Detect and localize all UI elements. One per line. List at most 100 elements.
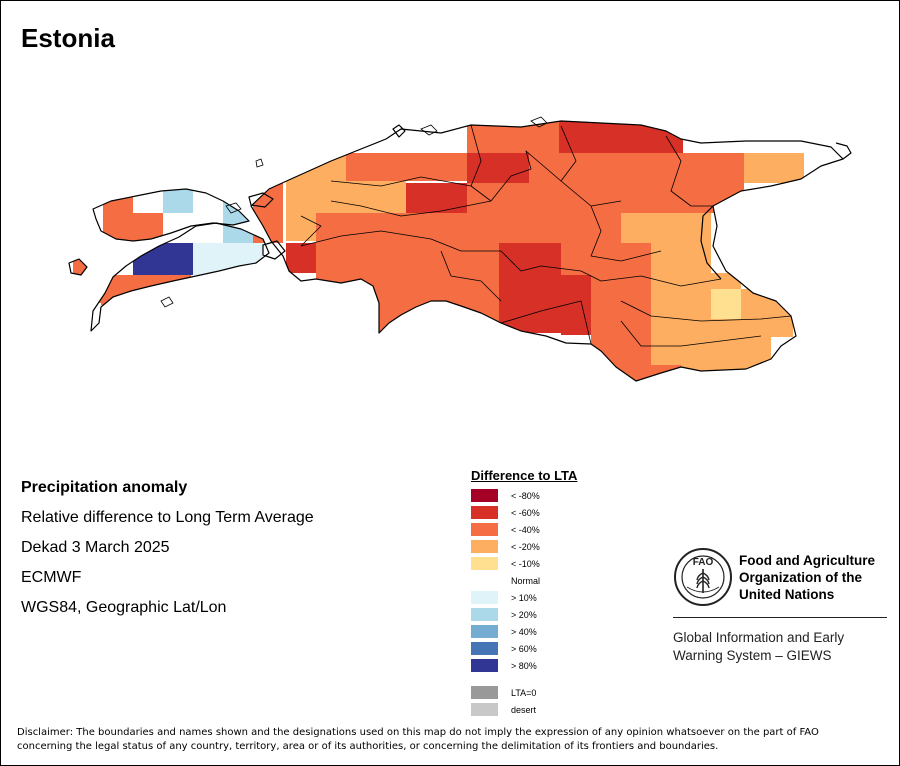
map-title: Estonia	[21, 23, 115, 53]
legend-swatch	[471, 642, 498, 655]
legend-other-group: LTA=0 desert	[471, 684, 651, 718]
legend-row-wet-2: > 20%	[471, 606, 651, 623]
anomaly-cell	[621, 333, 651, 365]
anomaly-cell	[621, 213, 711, 243]
ruhnu-outline	[68, 258, 88, 276]
anomaly-grid	[73, 121, 804, 381]
giews-line1: Global Information and Early	[673, 630, 845, 645]
map-info: Precipitation anomaly Relative differenc…	[21, 473, 314, 623]
anomaly-cell	[406, 183, 467, 213]
fao-name-line2: Organization of the	[739, 570, 862, 585]
county-line-harju-south	[330, 176, 472, 187]
legend-swatch	[471, 591, 498, 604]
legend-dry-group: < -80% < -60% < -40% < -20% < -10%	[471, 487, 651, 572]
anomaly-cell	[346, 181, 406, 213]
legend-row-dry-4: < -20%	[471, 538, 651, 555]
disclaimer: Disclaimer: The boundaries and names sho…	[17, 726, 887, 754]
legend: Difference to LTA < -80% < -60% < -40% < -2…	[471, 468, 651, 718]
coast-islets	[160, 116, 548, 308]
disclaimer-line2: concerning the legal status of any count…	[17, 741, 719, 752]
legend-label: > 40%	[511, 627, 537, 637]
anomaly-cell	[559, 121, 683, 153]
legend-wet-group: > 10% > 20% > 40% > 60% > 80%	[471, 589, 651, 674]
peipus-shore	[700, 205, 722, 280]
anomaly-cell	[621, 365, 681, 381]
legend-row-dry-1: < -80%	[471, 487, 651, 504]
legend-label: desert	[511, 705, 537, 715]
fao-name-line1: Food and Agriculture	[739, 553, 875, 568]
legend-label: < -10%	[511, 559, 540, 569]
svg-text:FAO: FAO	[693, 557, 714, 568]
county-line-parnu-south	[440, 250, 502, 302]
map-info-heading: Precipitation anomaly	[21, 479, 188, 496]
legend-row-dry-2: < -60%	[471, 504, 651, 521]
legend-label: < -80%	[511, 491, 540, 501]
county-line-laane	[300, 215, 322, 247]
legend-row-wet-5: > 80%	[471, 657, 651, 674]
anomaly-cell	[346, 153, 467, 181]
legend-row-wet-1: > 10%	[471, 589, 651, 606]
legend-label: > 80%	[511, 661, 537, 671]
legend-swatch	[471, 703, 498, 716]
legend-label: < -60%	[511, 508, 540, 518]
legend-spacer	[471, 674, 651, 684]
legend-row-wet-4: > 60%	[471, 640, 651, 657]
legend-row-dry-5: < -10%	[471, 555, 651, 572]
county-line-voru	[620, 320, 762, 347]
legend-normal-row: Normal	[471, 572, 651, 589]
legend-row-other-2: desert	[471, 701, 651, 718]
legend-swatch	[471, 608, 498, 621]
disclaimer-line1: Disclaimer: The boundaries and names sho…	[17, 727, 819, 738]
anomaly-cell	[561, 243, 651, 275]
anomaly-cell	[286, 243, 316, 273]
legend-normal-label: Normal	[511, 576, 541, 586]
legend-label: LTA=0	[511, 688, 537, 698]
legend-label: < -40%	[511, 525, 540, 535]
saaremaa-outline	[90, 222, 270, 332]
anomaly-cell	[467, 153, 529, 183]
anomaly-cell	[133, 213, 163, 243]
legend-swatch	[471, 625, 498, 638]
legend-title: Difference to LTA	[471, 468, 578, 483]
county-line-tartu	[580, 270, 722, 287]
map-info-source: ECMWF	[21, 569, 82, 586]
vormsi-outline	[248, 192, 274, 208]
anomaly-cell	[133, 243, 193, 275]
legend-label: > 60%	[511, 644, 537, 654]
county-line-viljandi	[461, 250, 582, 272]
giews-line2: Warning System – GIEWS	[673, 648, 832, 663]
anomaly-cell	[621, 303, 651, 333]
anomaly-cell	[253, 183, 283, 243]
county-line-rapla	[330, 200, 492, 217]
anomaly-cell	[741, 289, 793, 337]
county-line-harju-east	[470, 124, 492, 202]
anomaly-cell	[529, 153, 744, 183]
legend-swatch	[471, 523, 498, 536]
anomaly-cell	[499, 243, 561, 333]
anomaly-cells	[73, 121, 804, 381]
islet-north-2	[530, 116, 548, 128]
legend-swatch	[471, 686, 498, 699]
county-line-jarva	[490, 150, 562, 202]
legend-label: < -20%	[511, 542, 540, 552]
legend-label: > 20%	[511, 610, 537, 620]
islet-north-1	[420, 124, 438, 136]
fao-name-line3: United Nations	[739, 587, 835, 602]
anomaly-cell	[316, 213, 621, 243]
fao-name: Food and Agriculture Organization of the…	[739, 552, 891, 603]
legend-swatch	[471, 489, 498, 502]
map-info-period: Dekad 3 March 2025	[21, 539, 170, 556]
legend-swatch	[471, 557, 498, 570]
country-boundaries	[68, 120, 852, 382]
anomaly-cell	[651, 243, 711, 273]
legend-row-dry-3: < -40%	[471, 521, 651, 538]
county-line-valga	[500, 300, 592, 345]
anomaly-cell	[163, 183, 193, 213]
fao-emblem-icon: FAO	[674, 548, 732, 606]
russia-border-north	[835, 142, 852, 160]
county-line-parnu-north	[300, 230, 462, 252]
county-line-jogeva	[590, 205, 662, 262]
legend-swatch	[471, 659, 498, 672]
anomaly-cell	[744, 153, 804, 183]
county-boundaries	[300, 124, 792, 347]
